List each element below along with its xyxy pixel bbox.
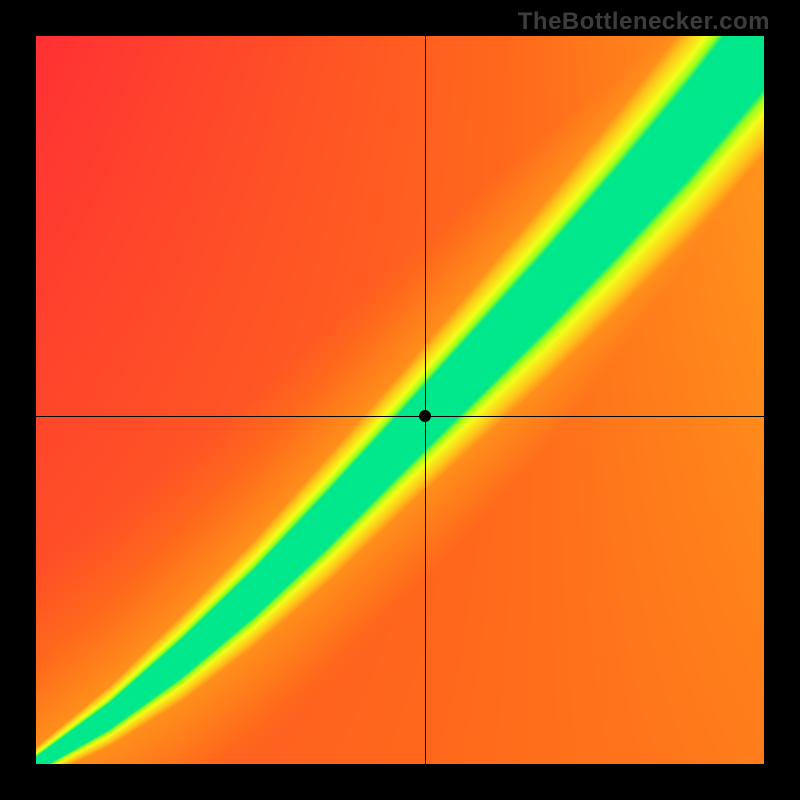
watermark-text: TheBottlenecker.com [518, 8, 770, 36]
heatmap-canvas [36, 36, 764, 764]
crosshair-marker [419, 410, 431, 422]
crosshair-vertical [425, 36, 426, 764]
crosshair-horizontal [36, 416, 764, 417]
heatmap-plot [36, 36, 764, 764]
